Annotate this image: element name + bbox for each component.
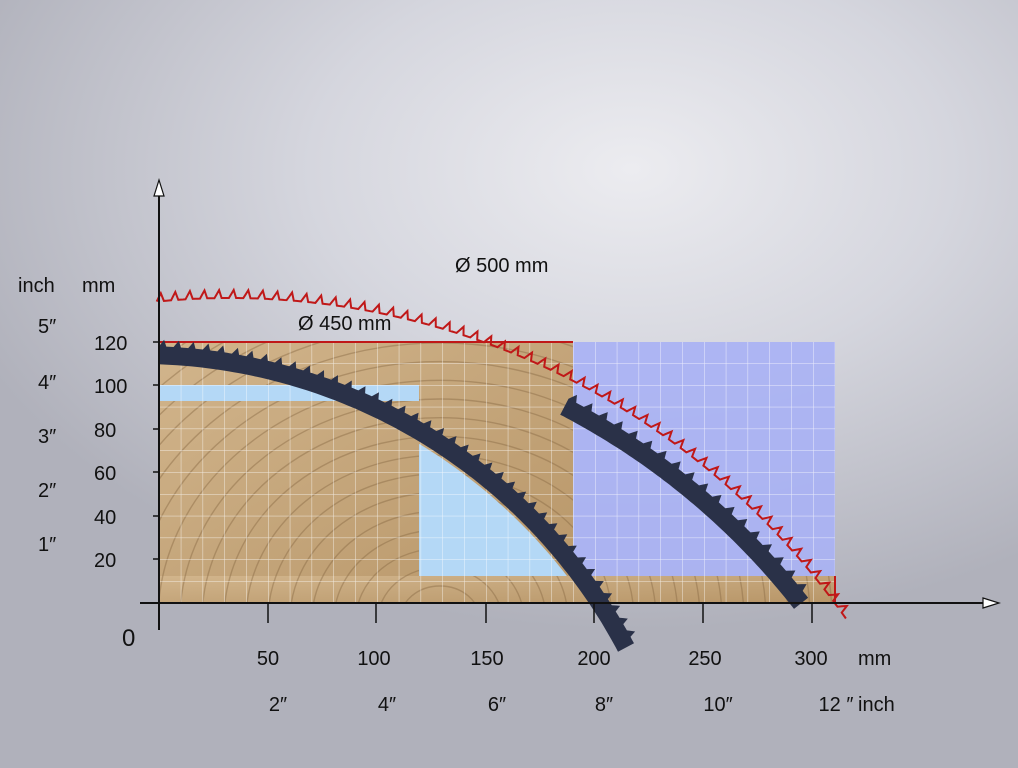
left-unit-mm: mm bbox=[82, 275, 115, 297]
blade-500-outline bbox=[155, 287, 849, 620]
y-mm-ticks: 120 100 80 60 40 20 bbox=[94, 333, 127, 572]
x-inch-tick: 2″ bbox=[269, 694, 287, 716]
y-axis-arrow-icon bbox=[153, 177, 165, 197]
y-inch-tick: 1″ bbox=[38, 534, 56, 556]
y-inch-tick: 3″ bbox=[38, 426, 56, 448]
blade-500-label: Ø 500 mm bbox=[455, 255, 548, 277]
y-inch-tick: 5″ bbox=[38, 316, 56, 338]
x-mm-tick: 250 bbox=[688, 648, 721, 670]
left-unit-inch: inch bbox=[18, 275, 55, 297]
y-mm-tick: 120 bbox=[94, 333, 127, 355]
x-inch-ticks: 2″ 4″ 6″ 8″ 10″ 12 ″ bbox=[269, 694, 854, 716]
x-inch-tick: 4″ bbox=[378, 694, 396, 716]
x-mm-tick: 200 bbox=[577, 648, 610, 670]
x-mm-tick: 300 bbox=[794, 648, 827, 670]
x-mm-tick: 100 bbox=[357, 648, 390, 670]
blade-500-band bbox=[560, 394, 809, 609]
x-mm-ticks: 50 100 150 200 250 300 bbox=[257, 648, 828, 670]
blade-450-label: Ø 450 mm bbox=[298, 313, 391, 335]
bottom-unit-inch: inch bbox=[858, 694, 895, 716]
axes bbox=[140, 177, 1002, 630]
x-mm-tick: 150 bbox=[470, 648, 503, 670]
grid-overlay bbox=[159, 342, 835, 603]
x-inch-tick: 12 ″ bbox=[819, 694, 854, 716]
y-inch-tick: 4″ bbox=[38, 372, 56, 394]
x-inch-tick: 8″ bbox=[595, 694, 613, 716]
x-axis-arrow-icon bbox=[982, 597, 1002, 609]
y-mm-tick: 60 bbox=[94, 463, 116, 485]
y-inch-tick: 2″ bbox=[38, 480, 56, 502]
bottom-unit-mm: mm bbox=[858, 648, 891, 670]
x-inch-tick: 6″ bbox=[488, 694, 506, 716]
y-mm-tick: 20 bbox=[94, 550, 116, 572]
y-mm-tick: 80 bbox=[94, 420, 116, 442]
y-mm-tick: 40 bbox=[94, 507, 116, 529]
origin-label: 0 bbox=[122, 625, 135, 652]
y-mm-tick: 100 bbox=[94, 376, 127, 398]
x-mm-tick: 50 bbox=[257, 648, 279, 670]
y-inch-ticks: 5″ 4″ 3″ 2″ 1″ bbox=[38, 316, 56, 556]
x-inch-tick: 10″ bbox=[703, 694, 732, 716]
